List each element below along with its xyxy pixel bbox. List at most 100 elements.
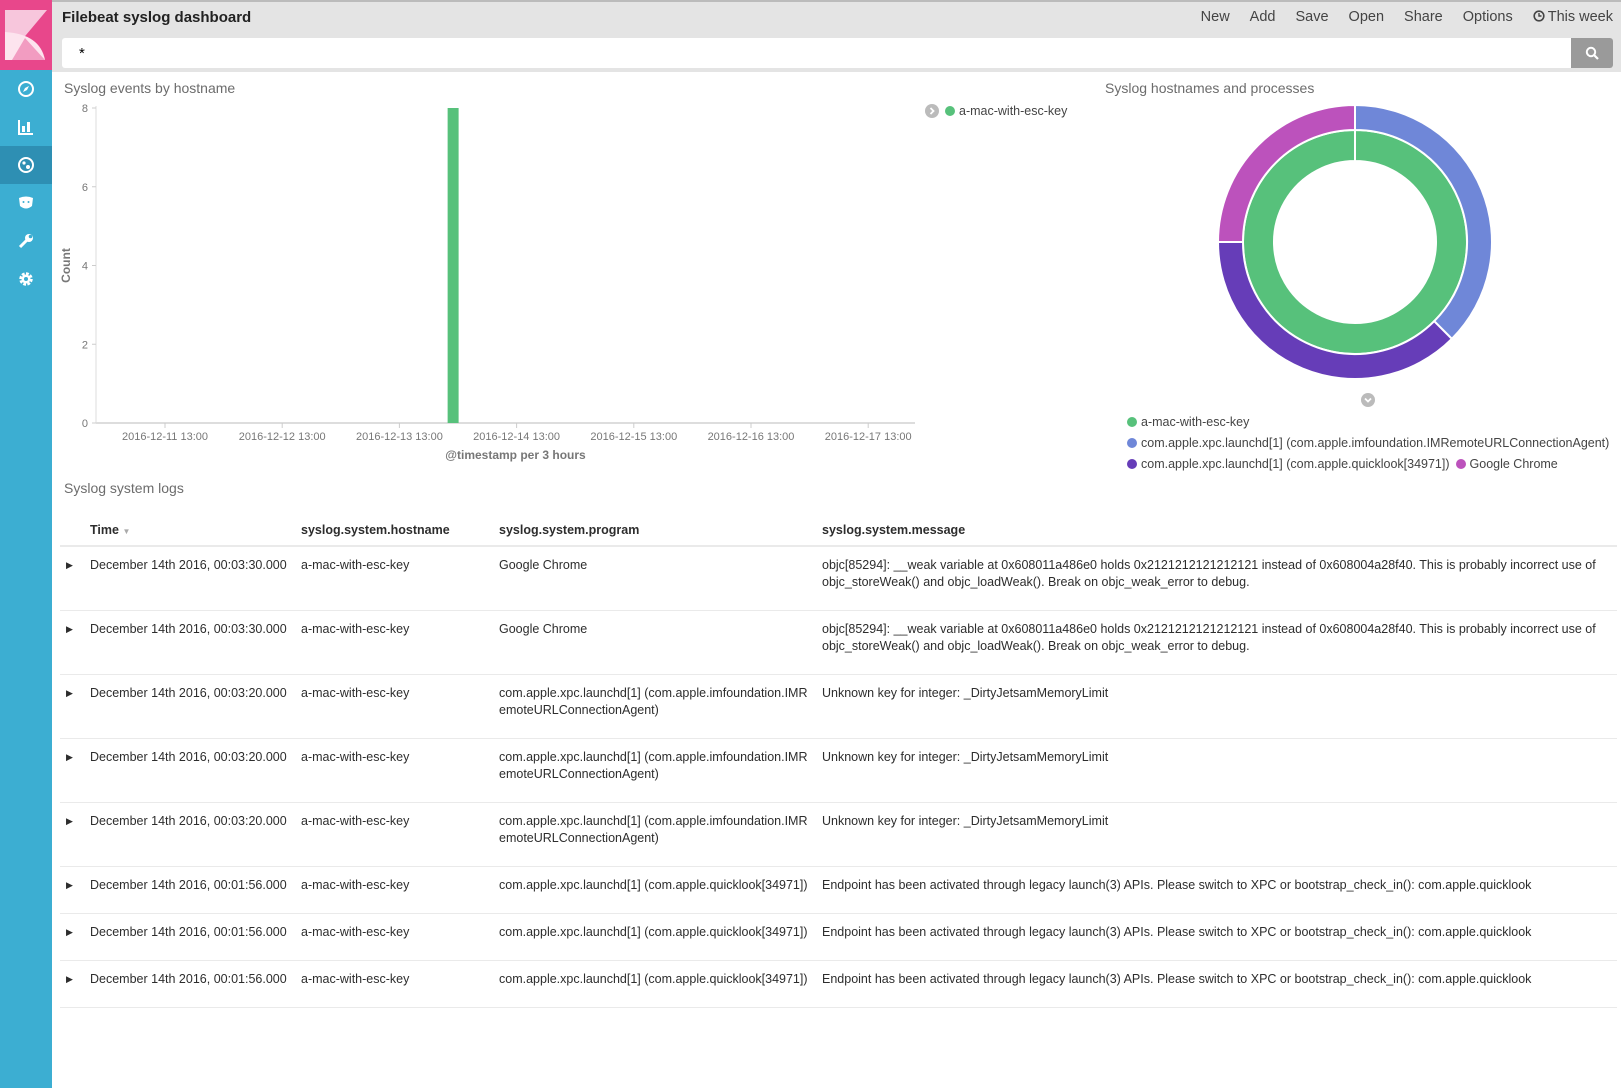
donut-chart [1216,103,1493,380]
cell-time: December 14th 2016, 00:03:20.000 [90,750,287,764]
expand-row-icon[interactable]: ▶ [66,816,73,826]
cell-program: Google Chrome [499,558,588,572]
table-row[interactable]: ▶ December 14th 2016, 00:01:56.000 a-mac-w… [60,914,1617,961]
cell-time: December 14th 2016, 00:01:56.000 [90,925,287,939]
legend-collapse-icon[interactable] [1361,393,1375,407]
x-tick-label: 2016-12-12 13:00 [239,431,326,443]
cell-hostname: a-mac-with-esc-key [301,814,410,828]
cell-hostname: a-mac-with-esc-key [301,750,410,764]
legend-dot [1127,438,1137,448]
menu-this-week[interactable]: This week [1533,9,1613,25]
sidebar-item-bear[interactable] [0,184,52,222]
menu-save[interactable]: Save [1295,9,1329,25]
legend-row: com.apple.xpc.launchd[1] (com.apple.quic… [1127,454,1609,475]
cell-message: Unknown key for integer: _DirtyJetsamMem… [822,686,1109,700]
cell-time: December 14th 2016, 00:03:30.000 [90,558,287,572]
x-tick-label: 2016-12-16 13:00 [708,431,795,443]
menu-new[interactable]: New [1200,9,1230,25]
sidebar-item-bar-chart[interactable] [0,108,52,146]
cell-message: objc[85294]: __weak variable at 0x608011… [822,558,1596,589]
cell-program: com.apple.xpc.launchd[1] (com.apple.quic… [499,972,808,986]
cell-message: objc[85294]: __weak variable at 0x608011… [822,622,1596,653]
expand-row-icon[interactable]: ▶ [66,560,73,570]
dashboard-title: Filebeat syslog dashboard [62,9,252,26]
table-row[interactable]: ▶ December 14th 2016, 00:03:20.000 a-mac-w… [60,803,1617,867]
cell-message: Unknown key for integer: _DirtyJetsamMem… [822,814,1109,828]
expand-row-icon[interactable]: ▶ [66,974,73,984]
expand-row-icon[interactable]: ▶ [66,927,73,937]
compass-icon [18,81,34,97]
search-button[interactable] [1571,38,1613,68]
table-header: Time ▼ syslog.system.hostname syslog.sys… [60,515,1617,547]
x-tick-label: 2016-12-11 13:00 [122,431,208,443]
menu-open[interactable]: Open [1348,9,1385,25]
cell-hostname: a-mac-with-esc-key [301,925,410,939]
expand-row-icon[interactable]: ▶ [66,624,73,634]
x-axis-title: @timestamp per 3 hours [445,448,586,462]
x-tick-label: 2016-12-13 13:00 [356,431,443,443]
bear-icon [19,196,33,209]
expand-row-icon[interactable]: ▶ [66,688,73,698]
cell-message: Endpoint has been activated through lega… [822,878,1532,892]
cell-hostname: a-mac-with-esc-key [301,972,410,986]
y-axis-title: Count [59,248,73,283]
expand-row-icon[interactable]: ▶ [66,752,73,762]
legend-item[interactable]: com.apple.xpc.launchd[1] (com.apple.imfo… [1127,436,1609,450]
table-row[interactable]: ▶ December 14th 2016, 00:03:20.000 a-mac-w… [60,675,1617,739]
column-program[interactable]: syslog.system.program [499,523,640,537]
x-tick-label: 2016-12-14 13:00 [473,431,560,443]
sidebar-item-wrench[interactable] [0,222,52,260]
legend-dot [1455,459,1466,469]
bar [447,108,459,423]
legend-item[interactable]: a-mac-with-esc-key [945,104,1067,118]
cell-message: Endpoint has been activated through lega… [822,972,1532,986]
legend-dot [945,106,955,116]
kibana-logo[interactable] [0,0,52,70]
cell-time: December 14th 2016, 00:03:20.000 [90,814,287,828]
table-row[interactable]: ▶ December 14th 2016, 00:03:20.000 a-mac-w… [60,739,1617,803]
menu-options[interactable]: Options [1462,9,1513,25]
x-tick-label: 2016-12-17 13:00 [825,431,912,443]
column-hostname[interactable]: syslog.system.hostname [301,523,450,537]
cell-message: Endpoint has been activated through lega… [822,925,1532,939]
table-row[interactable]: ▶ December 14th 2016, 00:03:30.000 a-mac-w… [60,611,1617,675]
cell-time: December 14th 2016, 00:01:56.000 [90,878,287,892]
cell-hostname: a-mac-with-esc-key [301,878,410,892]
menu-add[interactable]: Add [1249,9,1276,25]
legend-item[interactable]: Google Chrome [1455,457,1558,471]
legend-item[interactable]: a-mac-with-esc-key [1127,415,1249,429]
menu-share[interactable]: Share [1404,9,1443,25]
cell-program: com.apple.xpc.launchd[1] (com.apple.imfo… [499,750,808,781]
bar-chart-icon [18,120,33,135]
cell-program: com.apple.xpc.launchd[1] (com.apple.quic… [499,878,808,892]
table-row[interactable]: ▶ December 14th 2016, 00:01:56.000 a-mac-w… [60,867,1617,914]
table-row[interactable]: ▶ December 14th 2016, 00:01:56.000 a-mac-w… [60,961,1617,1008]
donut-slice-outer[interactable] [1216,103,1356,243]
top-menu: New Add Save Open Share Options This week [1201,9,1613,25]
search-input[interactable] [62,38,1571,68]
sidebar-item-dashboard[interactable] [0,146,52,184]
cell-hostname: a-mac-with-esc-key [301,558,410,572]
pie-legend: a-mac-with-esc-key com.apple.xpc.launchd[… [1127,412,1609,475]
bar-panel-title: Syslog events by hostname [64,80,236,96]
expand-row-icon[interactable]: ▶ [66,880,73,890]
x-tick-label: 2016-12-15 13:00 [590,431,677,443]
legend-item[interactable]: com.apple.xpc.launchd[1] (com.apple.quic… [1127,457,1450,471]
column-time[interactable]: Time ▼ [90,523,131,537]
y-tick-label: 0 [82,418,88,430]
top-bar: Filebeat syslog dashboard New Add Save Open… [52,0,1621,72]
legend-toggle-icon[interactable] [925,104,939,118]
column-message[interactable]: syslog.system.message [822,523,966,537]
sidebar-item-compass[interactable] [0,70,52,108]
cell-time: December 14th 2016, 00:03:30.000 [90,622,287,636]
sidebar-item-gear[interactable] [0,260,52,298]
sort-desc-icon[interactable]: ▼ [122,527,131,536]
cell-hostname: a-mac-with-esc-key [301,622,410,636]
table-row[interactable]: ▶ December 14th 2016, 00:03:30.000 a-mac-w… [60,547,1617,611]
donut-slice-inner[interactable] [1241,128,1468,355]
y-tick-label: 4 [82,261,88,273]
legend-dot [1127,417,1137,427]
legend-dot [1127,459,1137,469]
gear-icon [19,272,33,286]
bar-chart: 0 2 4 6 8 2016-12-11 13:00 2016-12-12 13:00 201… [59,103,915,462]
